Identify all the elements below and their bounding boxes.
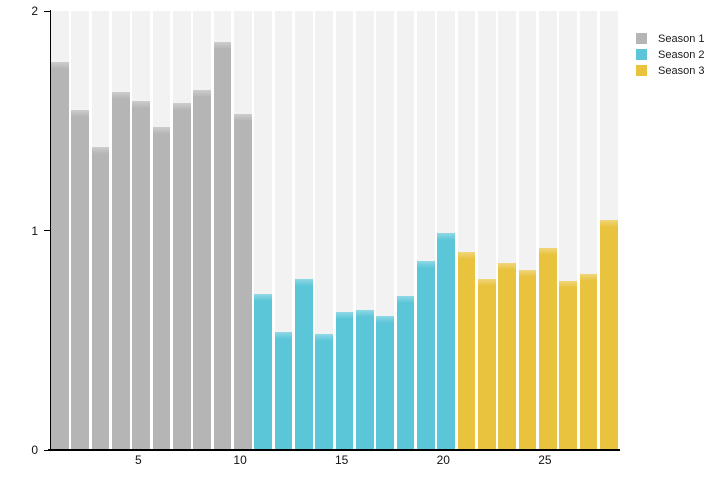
bar-season2-ep16[interactable] [355, 309, 374, 450]
bar-season1-ep6[interactable] [152, 127, 171, 450]
column-band [233, 11, 254, 450]
column-band [71, 11, 91, 450]
bar-season1-ep2[interactable] [71, 109, 90, 450]
legend-swatch-icon [636, 33, 647, 44]
column-band [416, 11, 437, 450]
x-tick-label: 20 [436, 453, 450, 467]
column-band [376, 11, 396, 450]
y-tick-mark [44, 449, 50, 451]
y-tick-mark [44, 10, 50, 12]
legend-item-season-1[interactable]: Season 1 [636, 32, 705, 45]
legend: Season 1 Season 2 Season 3 [636, 33, 704, 81]
legend-swatch-icon [636, 49, 647, 60]
legend-label: Season 1 [658, 32, 705, 45]
column-band [396, 11, 417, 450]
y-tick-label: 0 [31, 443, 38, 457]
column-band [518, 11, 539, 450]
x-tick-label: 25 [538, 453, 552, 467]
column-band [111, 11, 132, 450]
column-band [437, 11, 457, 450]
column-band [315, 11, 335, 450]
column-band [457, 11, 478, 450]
column-band [335, 11, 356, 450]
x-tick-label: 10 [233, 453, 247, 467]
column-band [579, 11, 600, 450]
column-band [355, 11, 376, 450]
legend-item-season-2[interactable]: Season 2 [636, 48, 705, 61]
column-band [172, 11, 193, 450]
column-band [152, 11, 173, 450]
bar-season3-ep28[interactable] [599, 219, 618, 450]
bar-season2-ep14[interactable] [315, 333, 333, 450]
bar-season2-ep12[interactable] [274, 331, 293, 450]
bar-season3-ep26[interactable] [559, 281, 577, 450]
bar-season3-ep24[interactable] [518, 270, 537, 450]
column-band [294, 11, 315, 450]
column-band [193, 11, 213, 450]
bar-season1-ep8[interactable] [193, 90, 212, 450]
bar-season3-ep23[interactable] [498, 263, 516, 450]
x-tick-label: 5 [135, 453, 142, 467]
bar-season2-ep13[interactable] [294, 278, 313, 450]
bar-season1-ep7[interactable] [172, 103, 191, 450]
legend-swatch-icon [636, 65, 647, 76]
column-band [274, 11, 295, 450]
bar-season2-ep19[interactable] [416, 261, 435, 450]
bar-season2-ep15[interactable] [335, 311, 354, 450]
bar-season1-ep1[interactable] [51, 61, 69, 450]
y-axis-line [50, 10, 51, 450]
y-tick-label: 1 [31, 223, 38, 238]
legend-label: Season 2 [658, 48, 705, 61]
y-tick-mark [44, 230, 50, 231]
bar-season1-ep9[interactable] [213, 41, 232, 450]
column-band [51, 11, 71, 450]
legend-label: Season 3 [658, 64, 705, 77]
bar-season1-ep3[interactable] [91, 147, 110, 450]
y-tick-label: 2 [31, 4, 38, 18]
column-band [91, 11, 112, 450]
column-band [599, 11, 620, 450]
column-band [477, 11, 498, 450]
bar-season2-ep18[interactable] [396, 296, 415, 450]
bar-season3-ep21[interactable] [457, 252, 476, 450]
bar-season3-ep22[interactable] [477, 278, 496, 450]
bar-season1-ep10[interactable] [233, 114, 252, 450]
x-axis-line [48, 449, 620, 451]
column-band [498, 11, 518, 450]
x-tick-label: 15 [335, 453, 349, 467]
plot-area [51, 11, 620, 450]
bar-season2-ep11[interactable] [254, 294, 273, 450]
bar-season1-ep5[interactable] [132, 101, 151, 450]
column-band [213, 11, 234, 450]
bar-season2-ep20[interactable] [437, 232, 455, 450]
bar-season2-ep17[interactable] [376, 316, 394, 450]
legend-item-season-3[interactable]: Season 3 [636, 64, 705, 77]
column-band [538, 11, 559, 450]
bar-season3-ep25[interactable] [538, 248, 557, 450]
column-band [132, 11, 152, 450]
bar-season3-ep27[interactable] [579, 274, 598, 450]
bar-season1-ep4[interactable] [111, 92, 130, 450]
column-band [254, 11, 274, 450]
column-band [559, 11, 579, 450]
